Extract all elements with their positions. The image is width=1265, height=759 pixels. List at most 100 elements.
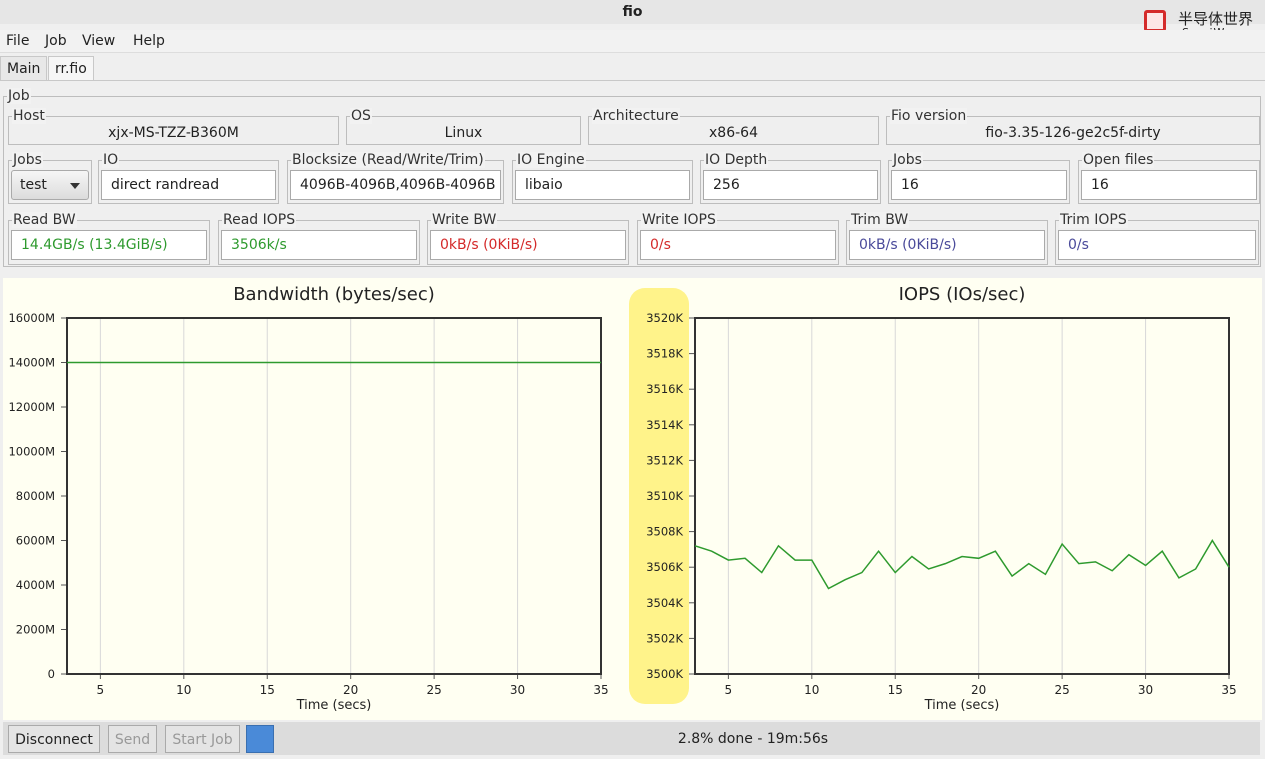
field-value: 0/s (650, 237, 671, 253)
x-tick-label: 10 (176, 683, 191, 697)
field-value: xjx-MS-TZZ-B360M (108, 125, 239, 141)
field-value: 16 (1091, 177, 1109, 193)
field-frame: Trim BW 0kB/s (0KiB/s) (846, 212, 1048, 265)
menu-item[interactable]: View (82, 33, 116, 49)
field-value: 0kB/s (0KiB/s) (440, 237, 538, 253)
x-axis-title: Time (secs) (296, 698, 372, 713)
field-frame: Architecture x86-64 (588, 108, 879, 145)
y-tick-label: 3516K (646, 382, 683, 396)
field-entry: 256 (703, 170, 878, 200)
menu-item[interactable]: Help (133, 33, 165, 49)
watermark-name: 半导体世界 (1178, 10, 1254, 28)
x-tick-label: 20 (343, 683, 358, 697)
menu-bar: File Job View Help (0, 30, 1265, 53)
field-value: 16 (901, 177, 919, 193)
field-frame: Read BW 14.4GB/s (13.4GiB/s) (8, 212, 210, 265)
tab[interactable]: rr.fio (48, 56, 94, 81)
tick-highlight (629, 288, 689, 704)
field-entry: libaio (515, 170, 690, 200)
charts: Bandwidth (bytes/sec) 5 10 15 20 25 30 35 0 2000M… (3, 278, 1262, 720)
tab[interactable]: Main (0, 56, 48, 81)
field-value: x86-64 (709, 125, 758, 141)
x-tick-label: 30 (1138, 683, 1153, 697)
field-label: Open files (1082, 152, 1155, 168)
field-label: Trim BW (850, 212, 910, 228)
field-frame: Host xjx-MS-TZZ-B360M (8, 108, 339, 145)
field-label: IO (102, 152, 120, 168)
y-tick-label: 8000M (16, 489, 55, 503)
combo-value: test (20, 177, 47, 193)
field-frame: OS Linux (346, 108, 581, 145)
field-frame: Jobs 16 (888, 152, 1070, 204)
y-tick-label: 3504K (646, 596, 683, 610)
y-tick-label: 0 (48, 667, 55, 681)
field-value: 0kB/s (0KiB/s) (859, 237, 957, 253)
job-frame: Job Host xjx-MS-TZZ-B360M OS Linux Architect… (3, 88, 1261, 267)
field-label: Host (12, 108, 46, 124)
plot-border (694, 317, 1230, 675)
x-axis-title: Time (secs) (924, 698, 1000, 713)
y-tick-label: 3520K (646, 311, 683, 325)
progress-indicator (246, 725, 274, 753)
button[interactable]: Disconnect (8, 725, 100, 753)
y-tick-label: 3506K (646, 560, 683, 574)
combo-arrow (70, 183, 80, 189)
x-tick-label: 35 (593, 683, 608, 697)
field-entry: direct randread (101, 170, 276, 200)
button: Send (108, 725, 157, 753)
combo-box[interactable]: test (11, 170, 89, 200)
field-entry: 16 (891, 170, 1067, 200)
separator (0, 80, 1265, 81)
field-value: 14.4GB/s (13.4GiB/s) (21, 237, 168, 253)
field-value: 0/s (1068, 237, 1089, 253)
plot-border (66, 317, 602, 675)
field-label: OS (350, 108, 372, 124)
field-label: Write IOPS (641, 212, 717, 228)
field-label: Jobs (12, 152, 43, 168)
x-tick-label: 10 (804, 683, 819, 697)
menu-item[interactable]: Job (45, 33, 67, 49)
field-label: Trim IOPS (1059, 212, 1128, 228)
field-label: IO Depth (704, 152, 769, 168)
y-tick-label: 3512K (646, 453, 683, 467)
field-entry: 4096B-4096B,4096B-4096B (290, 170, 501, 200)
field-entry: 14.4GB/s (13.4GiB/s) (11, 230, 207, 260)
x-tick-label: 15 (260, 683, 275, 697)
field-entry: 16 (1081, 170, 1257, 200)
x-tick-label: 35 (1221, 683, 1236, 697)
field-value: 256 (713, 177, 740, 193)
data-line (694, 539, 1230, 590)
field-frame: Trim IOPS 0/s (1055, 212, 1259, 265)
y-tick-label: 14000M (8, 356, 55, 370)
field-label: Read BW (12, 212, 77, 228)
x-tick-label: 25 (426, 683, 441, 697)
job-frame-title: Job (7, 88, 31, 104)
field-entry: 0kB/s (0KiB/s) (849, 230, 1045, 260)
y-tick-label: 10000M (8, 445, 55, 459)
y-tick-label: 3510K (646, 489, 683, 503)
field-frame: Read IOPS 3506k/s (218, 212, 420, 265)
menu-item[interactable]: File (6, 33, 30, 49)
watermark-logo (1144, 10, 1166, 32)
field-value: direct randread (111, 177, 220, 193)
field-value: libaio (525, 177, 563, 193)
y-tick-label: 16000M (8, 311, 55, 325)
x-tick-label: 5 (725, 683, 733, 697)
y-tick-label: 3514K (646, 418, 683, 432)
y-tick-label: 3508K (646, 525, 683, 539)
field-label: Architecture (592, 108, 680, 124)
x-tick-label: 5 (97, 683, 105, 697)
field-value: Linux (444, 125, 483, 141)
field-frame: Jobs test (8, 152, 92, 204)
chart-title: Bandwidth (bytes/sec) (233, 284, 435, 305)
field-entry: 0kB/s (0KiB/s) (430, 230, 626, 260)
field-label: IO Engine (516, 152, 586, 168)
x-tick-label: 30 (510, 683, 525, 697)
x-tick-label: 25 (1054, 683, 1069, 697)
field-value: 4096B-4096B,4096B-4096B (300, 177, 496, 193)
x-tick-label: 20 (971, 683, 986, 697)
field-entry: 0/s (1058, 230, 1256, 260)
y-tick-label: 12000M (8, 400, 55, 414)
field-frame: IO Depth 256 (700, 152, 881, 204)
